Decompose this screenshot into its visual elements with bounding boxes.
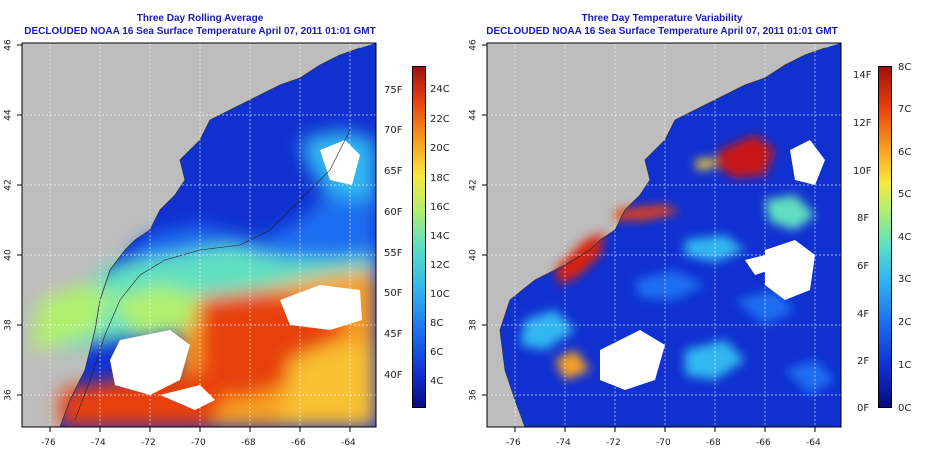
sst-field [30, 43, 376, 427]
left-lon-70: -70 [191, 438, 206, 448]
left-cb-c-18: 18C [430, 173, 450, 184]
left-cb-c-22: 22C [430, 114, 450, 125]
right-cb-c-5: 5C [898, 189, 912, 200]
right-lat-36: 36 [468, 389, 479, 401]
left-lat-36: 36 [3, 389, 14, 401]
right-cb-f-6: 6F [857, 261, 870, 272]
left-cb-c-12: 12C [430, 260, 450, 271]
right-lat-38: 38 [468, 319, 479, 331]
left-lon-64: -64 [341, 438, 356, 448]
graticule [487, 43, 841, 427]
left-cb-f-70: 70F [384, 125, 403, 136]
left-lat-42: 42 [3, 179, 14, 191]
right-cb-c-1: 1C [898, 360, 912, 371]
axis-ticks [17, 44, 351, 432]
left-cb-f-40: 40F [384, 370, 403, 381]
right-lon-74: -74 [556, 438, 571, 448]
left-cb-f-75: 75F [384, 85, 403, 96]
right-lat-40: 40 [468, 249, 479, 261]
left-title-line1: Three Day Rolling Average [136, 13, 264, 24]
right-lon-76: -76 [506, 438, 521, 448]
coastline [499, 47, 826, 427]
left-lon-74: -74 [91, 438, 106, 448]
left-lat-38: 38 [3, 319, 14, 331]
right-lon-72: -72 [606, 438, 621, 448]
left-map [17, 42, 377, 432]
left-cb-c-6: 6C [430, 347, 444, 358]
right-cb-c-0: 0C [898, 403, 912, 414]
left-cb-c-4: 4C [430, 376, 444, 387]
left-lon-76: -76 [41, 438, 56, 448]
axis-ticks [482, 44, 816, 432]
map-frame [486, 42, 842, 428]
left-lon-72: -72 [141, 438, 156, 448]
left-cb-c-16: 16C [430, 202, 450, 213]
right-lat-42: 42 [468, 179, 479, 191]
right-title-line2: DECLOUDED NOAA 16 Sea Surface Temperatur… [486, 26, 838, 37]
right-cb-c-8: 8C [898, 62, 912, 73]
right-lon-68: -68 [706, 438, 721, 448]
left-lat-44: 44 [3, 109, 14, 121]
right-cb-f-2: 2F [857, 356, 870, 367]
right-lat-44: 44 [468, 109, 479, 121]
right-cb-c-6: 6C [898, 147, 912, 158]
left-lat-46: 46 [3, 39, 14, 51]
right-lon-70: -70 [656, 438, 671, 448]
right-colorbar [878, 66, 892, 408]
left-lat-40: 40 [3, 249, 14, 261]
right-cb-c-7: 7C [898, 104, 912, 115]
left-title-line2: DECLOUDED NOAA 16 Sea Surface Temperatur… [24, 26, 376, 37]
left-cb-c-14: 14C [430, 231, 450, 242]
left-cb-c-20: 20C [430, 143, 450, 154]
left-cb-f-55: 55F [384, 248, 403, 259]
right-cb-f-12: 12F [853, 118, 872, 129]
left-cb-f-50: 50F [384, 288, 403, 299]
left-lon-66: -66 [291, 438, 306, 448]
right-cb-c-3: 3C [898, 274, 912, 285]
coastline [59, 47, 361, 427]
left-lon-68: -68 [241, 438, 256, 448]
right-map [482, 42, 842, 432]
left-cb-f-60: 60F [384, 207, 403, 218]
right-cb-f-10: 10F [853, 166, 872, 177]
right-cb-f-4: 4F [857, 309, 870, 320]
right-lat-46: 46 [468, 39, 479, 51]
right-panel-title: Three Day Temperature Variability DECLOU… [482, 12, 842, 38]
left-cb-c-10: 10C [430, 289, 450, 300]
left-colorbar [412, 66, 426, 408]
map-frame [21, 42, 377, 428]
left-panel-title: Three Day Rolling Average DECLOUDED NOAA… [20, 12, 380, 38]
right-lon-66: -66 [756, 438, 771, 448]
right-cb-c-2: 2C [898, 317, 912, 328]
left-cb-f-65: 65F [384, 166, 403, 177]
left-cb-f-45: 45F [384, 329, 403, 340]
right-cb-f-14: 14F [853, 70, 872, 81]
left-cb-c-24: 24C [430, 84, 450, 95]
right-cb-f-0: 0F [857, 403, 870, 414]
right-lon-64: -64 [806, 438, 821, 448]
right-title-line1: Three Day Temperature Variability [581, 13, 743, 24]
left-cb-c-8: 8C [430, 318, 444, 329]
graticule [22, 43, 376, 427]
right-cb-c-4: 4C [898, 232, 912, 243]
right-cb-f-8: 8F [857, 213, 870, 224]
